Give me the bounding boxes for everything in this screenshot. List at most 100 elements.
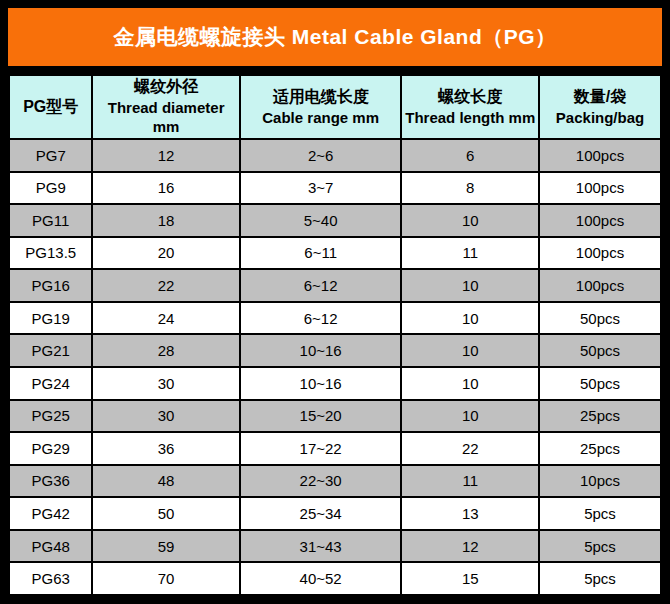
col-header-cable-range-zh: 适用电缆长度 xyxy=(241,87,401,108)
cell-thread-length: 10 xyxy=(401,400,539,433)
table-row: PG21 28 10~16 10 50pcs xyxy=(9,334,661,367)
cell-thread-diameter: 36 xyxy=(92,432,239,465)
cell-packing: 5pcs xyxy=(539,497,661,530)
col-header-cable-range-en: Cable range mm xyxy=(241,108,401,128)
table-row: PG7 12 2~6 6 100pcs xyxy=(9,139,661,172)
spec-table-body: PG7 12 2~6 6 100pcs PG9 16 3~7 8 100pcs … xyxy=(9,139,661,595)
spec-table: PG型号 螺纹外径 Thread diameter mm 适用电缆长度 Cabl… xyxy=(8,74,662,596)
cell-cable-range: 10~16 xyxy=(240,367,402,400)
cell-packing: 50pcs xyxy=(539,334,661,367)
cell-packing: 100pcs xyxy=(539,237,661,270)
cell-thread-diameter: 28 xyxy=(92,334,239,367)
cell-thread-diameter: 24 xyxy=(92,302,239,335)
cell-cable-range: 3~7 xyxy=(240,172,402,205)
col-header-thread-length-en: Thread length mm xyxy=(402,108,538,128)
table-row: PG19 24 6~12 10 50pcs xyxy=(9,302,661,335)
cell-cable-range: 6~11 xyxy=(240,237,402,270)
cell-packing: 50pcs xyxy=(539,367,661,400)
cell-cable-range: 25~34 xyxy=(240,497,402,530)
cell-thread-diameter: 20 xyxy=(92,237,239,270)
cell-thread-diameter: 18 xyxy=(92,204,239,237)
cell-thread-diameter: 22 xyxy=(92,269,239,302)
cell-thread-diameter: 48 xyxy=(92,465,239,498)
cell-cable-range: 40~52 xyxy=(240,562,402,595)
cell-thread-length: 10 xyxy=(401,302,539,335)
cell-cable-range: 17~22 xyxy=(240,432,402,465)
title-banner: 金属电缆螺旋接头 Metal Cable Gland（PG） xyxy=(8,8,662,66)
cell-thread-length: 6 xyxy=(401,139,539,172)
table-row: PG48 59 31~43 12 5pcs xyxy=(9,530,661,563)
cell-thread-diameter: 59 xyxy=(92,530,239,563)
cell-model: PG19 xyxy=(9,302,92,335)
cell-cable-range: 6~12 xyxy=(240,302,402,335)
cell-model: PG13.5 xyxy=(9,237,92,270)
table-row: PG36 48 22~30 11 10pcs xyxy=(9,465,661,498)
cell-packing: 10pcs xyxy=(539,465,661,498)
cell-model: PG29 xyxy=(9,432,92,465)
header-row: PG型号 螺纹外径 Thread diameter mm 适用电缆长度 Cabl… xyxy=(9,75,661,139)
cell-packing: 50pcs xyxy=(539,302,661,335)
cell-thread-length: 15 xyxy=(401,562,539,595)
cell-cable-range: 15~20 xyxy=(240,400,402,433)
cell-model: PG42 xyxy=(9,497,92,530)
cell-cable-range: 10~16 xyxy=(240,334,402,367)
cell-model: PG21 xyxy=(9,334,92,367)
table-row: PG63 70 40~52 15 5pcs xyxy=(9,562,661,595)
table-row: PG16 22 6~12 10 100pcs xyxy=(9,269,661,302)
col-header-model-zh: PG型号 xyxy=(10,97,91,118)
table-row: PG29 36 17~22 22 25pcs xyxy=(9,432,661,465)
cell-thread-length: 12 xyxy=(401,530,539,563)
cell-thread-length: 10 xyxy=(401,204,539,237)
table-row: PG9 16 3~7 8 100pcs xyxy=(9,172,661,205)
cell-cable-range: 31~43 xyxy=(240,530,402,563)
table-row: PG42 50 25~34 13 5pcs xyxy=(9,497,661,530)
col-header-thread-length: 螺纹长度 Thread length mm xyxy=(401,75,539,139)
cell-thread-diameter: 70 xyxy=(92,562,239,595)
cell-thread-length: 11 xyxy=(401,237,539,270)
cell-packing: 100pcs xyxy=(539,172,661,205)
cell-thread-diameter: 12 xyxy=(92,139,239,172)
cell-model: PG36 xyxy=(9,465,92,498)
cell-cable-range: 22~30 xyxy=(240,465,402,498)
cell-thread-diameter: 30 xyxy=(92,400,239,433)
col-header-cable-range: 适用电缆长度 Cable range mm xyxy=(240,75,402,139)
col-header-thread-length-zh: 螺纹长度 xyxy=(402,87,538,108)
cell-packing: 5pcs xyxy=(539,530,661,563)
cell-thread-diameter: 30 xyxy=(92,367,239,400)
cell-cable-range: 5~40 xyxy=(240,204,402,237)
table-row: PG25 30 15~20 10 25pcs xyxy=(9,400,661,433)
cell-thread-length: 10 xyxy=(401,367,539,400)
table-row: PG11 18 5~40 10 100pcs xyxy=(9,204,661,237)
cell-model: PG7 xyxy=(9,139,92,172)
table-row: PG24 30 10~16 10 50pcs xyxy=(9,367,661,400)
cell-model: PG63 xyxy=(9,562,92,595)
cell-packing: 25pcs xyxy=(539,432,661,465)
cell-thread-diameter: 50 xyxy=(92,497,239,530)
table-row: PG13.5 20 6~11 11 100pcs xyxy=(9,237,661,270)
cell-packing: 100pcs xyxy=(539,204,661,237)
page-frame: 金属电缆螺旋接头 Metal Cable Gland（PG） PG型号 螺纹外径… xyxy=(0,0,670,604)
col-header-packing-en: Packing/bag xyxy=(540,108,660,128)
cell-cable-range: 2~6 xyxy=(240,139,402,172)
col-header-model: PG型号 xyxy=(9,75,92,139)
cell-model: PG11 xyxy=(9,204,92,237)
cell-model: PG25 xyxy=(9,400,92,433)
cell-model: PG48 xyxy=(9,530,92,563)
col-header-thread-diameter-unit: mm xyxy=(93,117,238,137)
cell-packing: 25pcs xyxy=(539,400,661,433)
cell-cable-range: 6~12 xyxy=(240,269,402,302)
col-header-thread-diameter-en: Thread diameter xyxy=(93,98,238,118)
cell-thread-length: 13 xyxy=(401,497,539,530)
cell-packing: 5pcs xyxy=(539,562,661,595)
cell-model: PG16 xyxy=(9,269,92,302)
col-header-thread-diameter-zh: 螺纹外径 xyxy=(93,77,238,98)
cell-packing: 100pcs xyxy=(539,139,661,172)
page-title: 金属电缆螺旋接头 Metal Cable Gland（PG） xyxy=(113,23,556,51)
cell-thread-length: 10 xyxy=(401,334,539,367)
cell-model: PG9 xyxy=(9,172,92,205)
cell-thread-length: 11 xyxy=(401,465,539,498)
cell-thread-diameter: 16 xyxy=(92,172,239,205)
col-header-packing-zh: 数量/袋 xyxy=(540,87,660,108)
cell-thread-length: 22 xyxy=(401,432,539,465)
cell-thread-length: 10 xyxy=(401,269,539,302)
